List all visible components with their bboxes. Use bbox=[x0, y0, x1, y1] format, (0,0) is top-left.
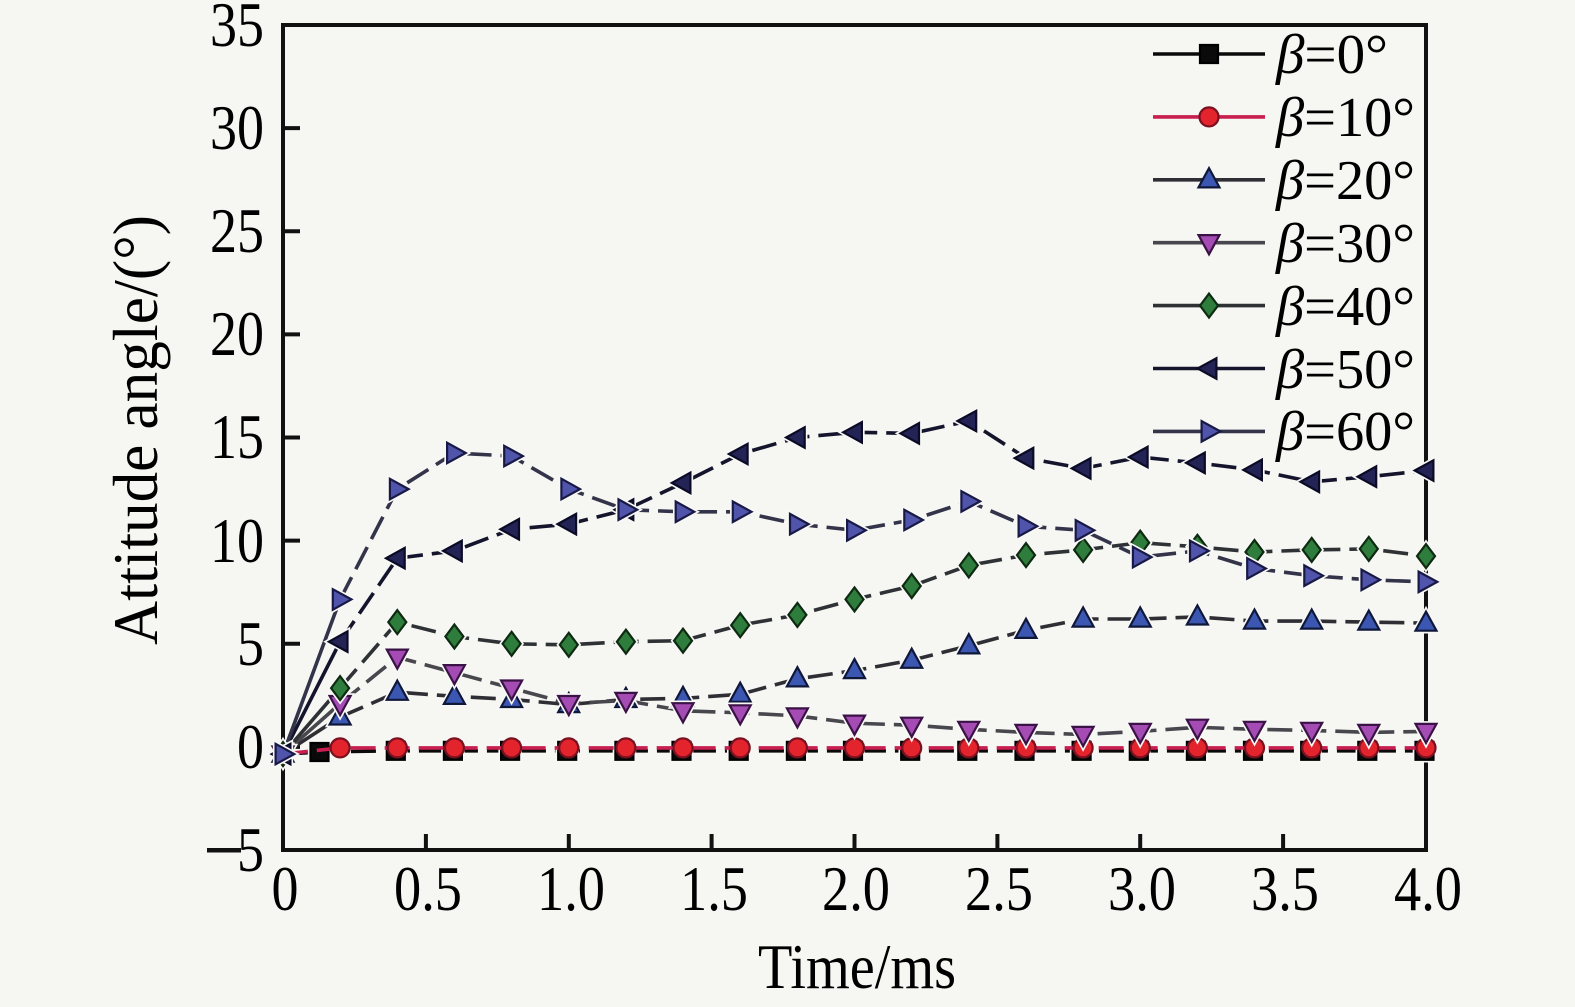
svg-text:β=60°: β=60° bbox=[1275, 401, 1415, 463]
svg-text:10: 10 bbox=[210, 506, 264, 576]
svg-text:0: 0 bbox=[237, 712, 264, 782]
svg-text:β=0°: β=0° bbox=[1275, 24, 1388, 86]
svg-text:β=10°: β=10° bbox=[1275, 87, 1415, 149]
svg-text:1.5: 1.5 bbox=[680, 854, 748, 924]
svg-text:0: 0 bbox=[272, 854, 299, 924]
svg-text:β=50°: β=50° bbox=[1275, 339, 1415, 401]
svg-text:β=40°: β=40° bbox=[1275, 276, 1415, 338]
svg-text:5: 5 bbox=[237, 815, 264, 885]
svg-text:0.5: 0.5 bbox=[394, 854, 462, 924]
svg-text:Attitude angle/(°): Attitude angle/(°) bbox=[101, 215, 171, 645]
svg-text:3.5: 3.5 bbox=[1251, 854, 1319, 924]
svg-text:5: 5 bbox=[237, 609, 264, 679]
svg-text:β=20°: β=20° bbox=[1275, 150, 1415, 212]
svg-text:3.0: 3.0 bbox=[1108, 854, 1176, 924]
svg-text:2.0: 2.0 bbox=[822, 854, 890, 924]
svg-text:4.0: 4.0 bbox=[1394, 854, 1462, 924]
svg-text:2.5: 2.5 bbox=[965, 854, 1033, 924]
svg-text:1.0: 1.0 bbox=[537, 854, 605, 924]
svg-text:Time/ms: Time/ms bbox=[758, 932, 956, 1002]
svg-text:β=30°: β=30° bbox=[1275, 213, 1415, 275]
svg-text:25: 25 bbox=[210, 196, 264, 266]
svg-text:15: 15 bbox=[210, 402, 264, 472]
svg-text:20: 20 bbox=[210, 299, 264, 369]
svg-text:35: 35 bbox=[210, 0, 264, 60]
svg-text:30: 30 bbox=[210, 93, 264, 163]
